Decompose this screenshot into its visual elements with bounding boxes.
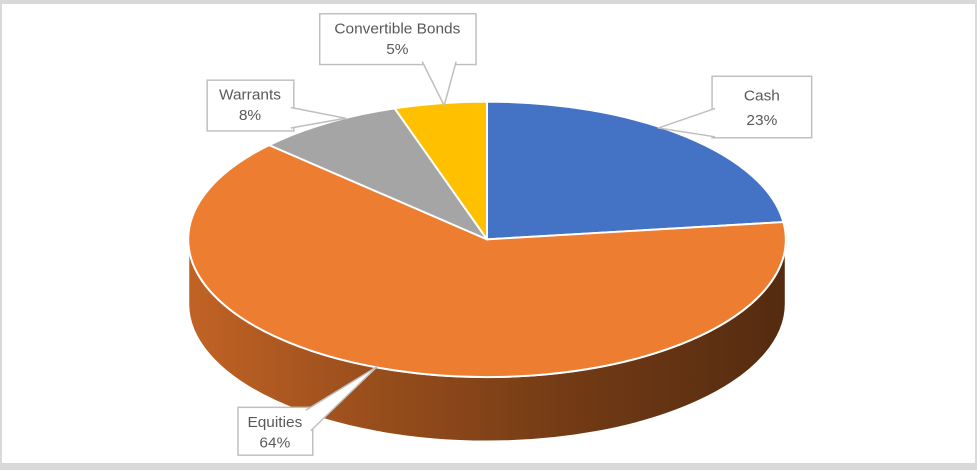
callout-convertible-bonds: Convertible Bonds 5%: [318, 13, 477, 107]
pie-slice-convertible-bonds[interactable]: [393, 100, 489, 241]
pie-slice-equities[interactable]: [187, 144, 787, 379]
callout-tail-cash: [657, 107, 716, 138]
callout-label-warrants: Warrants: [219, 87, 281, 104]
pie-slices: [187, 100, 787, 379]
pie-slice-cash[interactable]: [486, 100, 785, 241]
callout-cash: Cash 23%: [657, 75, 813, 139]
callout-tail-equities: [305, 365, 379, 432]
callout-value-warrants: 8%: [239, 107, 262, 124]
callout-box-cash[interactable]: [711, 75, 813, 139]
callout-tail-convertible-bonds: [421, 61, 457, 107]
callout-value-convertible-bonds: 5%: [386, 41, 409, 58]
callout-value-equities: 64%: [259, 435, 290, 452]
callout-value-cash: 23%: [746, 112, 777, 129]
callout-label-equities: Equities: [247, 414, 302, 431]
pie-slice-warrants[interactable]: [268, 107, 489, 241]
callout-label-cash: Cash: [744, 88, 780, 105]
callout-box-equities[interactable]: [237, 406, 314, 456]
callout-warrants: Warrants 8%: [206, 79, 347, 132]
callout-label-convertible-bonds: Convertible Bonds: [334, 20, 460, 37]
callout-equities: Equities 64%: [237, 365, 379, 456]
pie-chart-3d: Cash 23% Equities 64% Warrants 8% Conver…: [187, 13, 813, 456]
callout-box-convertible-bonds[interactable]: [318, 13, 477, 66]
callout-tail-warrants: [290, 106, 347, 129]
callout-box-warrants[interactable]: [206, 79, 295, 132]
